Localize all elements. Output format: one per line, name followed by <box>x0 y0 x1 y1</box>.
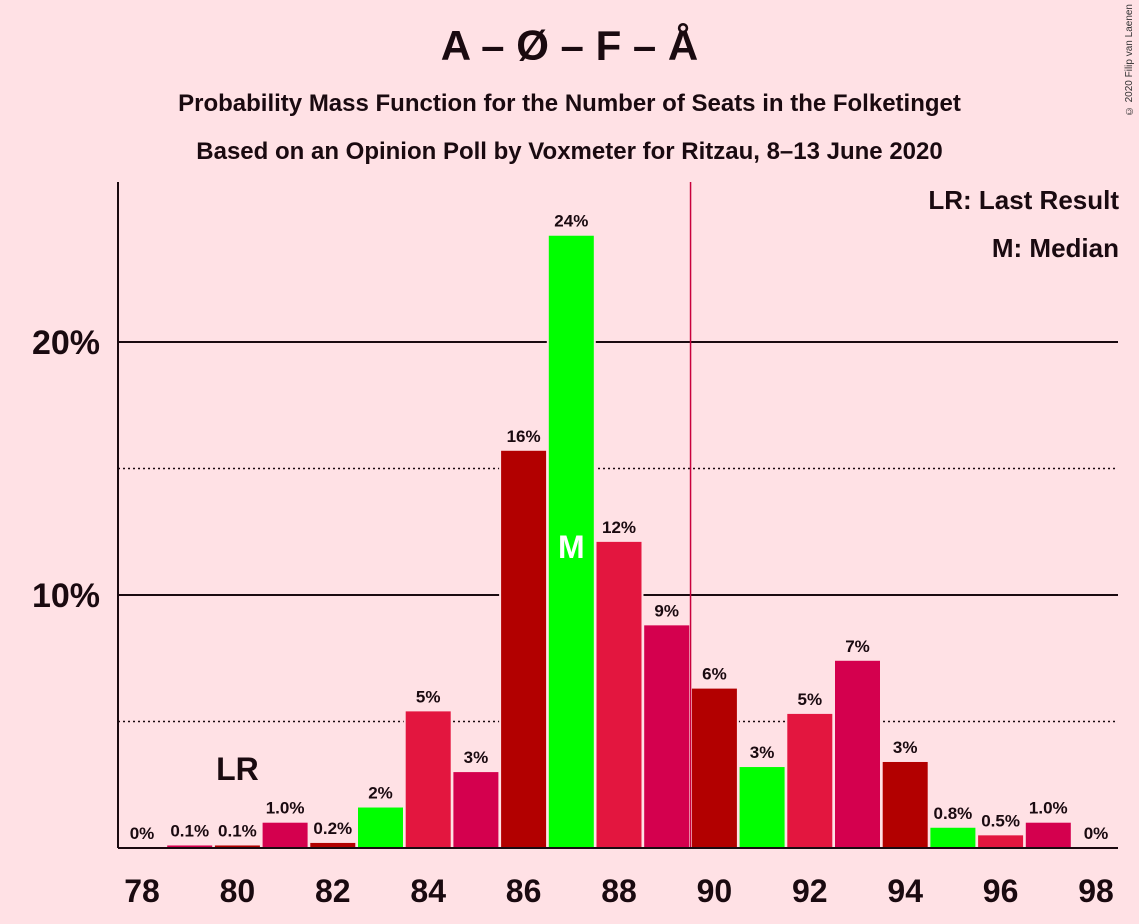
chart-title: A – Ø – F – Å <box>440 22 699 69</box>
x-tick-label: 96 <box>983 873 1019 909</box>
bar-96 <box>978 835 1024 848</box>
x-tick-label: 82 <box>315 873 351 909</box>
bar-label-95: 0.8% <box>934 804 973 823</box>
bar-label-98: 0% <box>1084 824 1109 843</box>
bar-label-92: 5% <box>798 690 823 709</box>
bar-label-88: 12% <box>602 518 636 537</box>
bar-82 <box>310 842 356 848</box>
bar-label-93: 7% <box>845 637 870 656</box>
bar-88 <box>596 541 642 848</box>
bar-80 <box>214 845 260 848</box>
bar-93 <box>835 660 880 848</box>
bar-label-91: 3% <box>750 743 775 762</box>
bar-90 <box>691 688 737 848</box>
bar-label-85: 3% <box>464 748 489 767</box>
bar-label-89: 9% <box>654 601 679 620</box>
x-tick-label: 90 <box>697 873 733 909</box>
bar-89 <box>644 625 690 848</box>
last-result-marker: LR <box>216 751 259 787</box>
bar-79 <box>167 845 213 848</box>
chart-subtitle-2: Based on an Opinion Poll by Voxmeter for… <box>196 138 943 165</box>
bar-label-97: 1.0% <box>1029 799 1068 818</box>
bar-87 <box>548 235 594 849</box>
x-tick-label: 88 <box>601 873 637 909</box>
bar-81 <box>262 822 308 848</box>
bar-94 <box>882 761 928 848</box>
bar-84 <box>405 711 451 848</box>
bar-label-78: 0% <box>130 824 155 843</box>
x-tick-label: 94 <box>887 873 923 909</box>
bar-label-81: 1.0% <box>266 799 305 818</box>
bar-label-94: 3% <box>893 738 918 757</box>
median-marker: M <box>558 529 585 565</box>
y-tick-label: 10% <box>32 577 100 615</box>
bar-label-82: 0.2% <box>313 819 352 838</box>
bar-92 <box>787 713 833 848</box>
bar-label-87: 24% <box>554 212 588 231</box>
bar-label-84: 5% <box>416 687 441 706</box>
x-tick-label: 98 <box>1078 873 1114 909</box>
x-tick-label: 78 <box>124 873 160 909</box>
bar-label-83: 2% <box>368 784 393 803</box>
chart-subtitle: Probability Mass Function for the Number… <box>178 90 961 117</box>
bar-95 <box>930 827 976 848</box>
bar-86 <box>501 450 547 848</box>
bar-label-79: 0.1% <box>170 821 209 840</box>
x-tick-label: 86 <box>506 873 542 909</box>
bar-85 <box>453 772 499 848</box>
x-tick-label: 80 <box>220 873 256 909</box>
legend-last-result: LR: Last Result <box>928 185 1119 215</box>
x-tick-label: 84 <box>410 873 446 909</box>
bar-83 <box>358 807 403 848</box>
bar-label-90: 6% <box>702 665 727 684</box>
bar-label-80: 0.1% <box>218 821 257 840</box>
bar-label-86: 16% <box>507 427 541 446</box>
bar-97 <box>1025 822 1071 848</box>
bar-91 <box>739 767 785 848</box>
legend-median: M: Median <box>991 233 1119 263</box>
bar-label-96: 0.5% <box>981 811 1020 830</box>
x-tick-label: 92 <box>792 873 828 909</box>
y-tick-label: 20% <box>32 324 100 362</box>
